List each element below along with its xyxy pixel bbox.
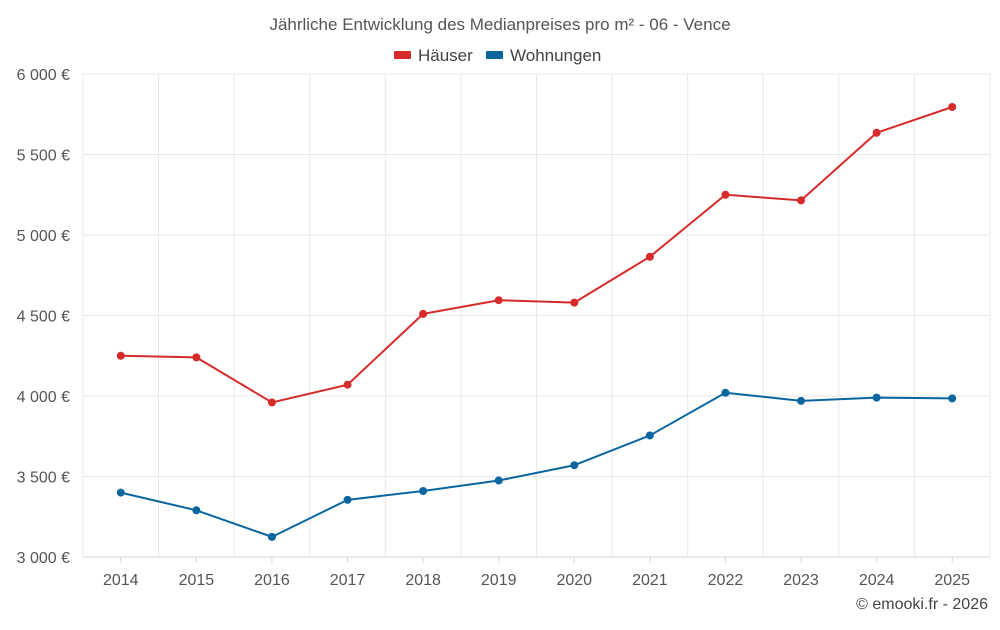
- series-layer: [116, 103, 957, 541]
- data-point-haeuser[interactable]: [721, 190, 730, 199]
- data-point-haeuser[interactable]: [343, 380, 352, 389]
- chart-title: Jährliche Entwicklung des Medianpreises …: [269, 15, 730, 34]
- data-point-wohnungen[interactable]: [343, 495, 352, 504]
- y-axis: 3 000 € 3 500 € 4 000 € 4 500 € 5 000 € 5 500…: [17, 67, 70, 567]
- y-tick-label: 6 000 €: [17, 67, 70, 84]
- y-tick-label: 3 000 €: [17, 550, 70, 567]
- data-point-wohnungen[interactable]: [419, 486, 428, 495]
- x-tick-label: 2019: [481, 572, 517, 589]
- data-point-wohnungen[interactable]: [570, 461, 579, 470]
- y-tick-label: 5 000 €: [17, 228, 70, 245]
- data-point-haeuser[interactable]: [267, 398, 276, 407]
- data-point-haeuser[interactable]: [570, 298, 579, 307]
- data-point-haeuser[interactable]: [645, 252, 654, 261]
- legend-label-wohnungen: Wohnungen: [510, 46, 601, 65]
- legend-item-wohnungen[interactable]: Wohnungen: [486, 46, 601, 65]
- x-tick-label: 2021: [632, 572, 668, 589]
- grid: [82, 73, 991, 558]
- data-point-wohnungen[interactable]: [948, 394, 957, 403]
- x-tick-label: 2014: [103, 572, 139, 589]
- x-tick-label: 2023: [783, 572, 819, 589]
- legend-swatch-wohnungen: [486, 51, 503, 59]
- data-point-haeuser[interactable]: [116, 351, 125, 360]
- data-point-haeuser[interactable]: [872, 128, 881, 137]
- data-point-haeuser[interactable]: [419, 309, 428, 318]
- data-point-haeuser[interactable]: [494, 296, 503, 305]
- data-point-wohnungen[interactable]: [494, 476, 503, 485]
- x-tick-label: 2024: [859, 572, 895, 589]
- series-line-wohnungen: [120, 391, 953, 538]
- y-tick-label: 3 500 €: [17, 470, 70, 487]
- legend-item-haeuser[interactable]: Häuser: [394, 46, 473, 65]
- legend-swatch-haeuser: [394, 51, 411, 59]
- x-tick-label: 2025: [934, 572, 970, 589]
- data-point-haeuser[interactable]: [797, 196, 806, 205]
- x-axis: 2014 2015 2016 2017 2018 2019 2020 2021 2022 2023…: [103, 557, 970, 589]
- x-tick-label: 2016: [254, 572, 290, 589]
- legend: Häuser Wohnungen: [394, 46, 601, 65]
- data-point-wohnungen[interactable]: [872, 393, 881, 402]
- x-tick-label: 2020: [556, 572, 592, 589]
- y-tick-label: 5 500 €: [17, 148, 70, 165]
- legend-label-haeuser: Häuser: [418, 46, 473, 65]
- x-tick-label: 2017: [330, 572, 366, 589]
- series-wohnungen: [116, 388, 957, 541]
- data-point-haeuser[interactable]: [192, 353, 201, 362]
- data-point-wohnungen[interactable]: [721, 388, 730, 397]
- y-tick-label: 4 000 €: [17, 389, 70, 406]
- x-tick-label: 2018: [405, 572, 441, 589]
- data-point-wohnungen[interactable]: [645, 431, 654, 440]
- credit-text: © emooki.fr - 2026: [856, 596, 988, 613]
- y-tick-label: 4 500 €: [17, 309, 70, 326]
- series-haeuser: [116, 103, 957, 407]
- x-tick-label: 2022: [708, 572, 744, 589]
- data-point-haeuser[interactable]: [948, 103, 957, 112]
- data-point-wohnungen[interactable]: [267, 532, 276, 541]
- data-point-wohnungen[interactable]: [116, 488, 125, 497]
- x-tick-label: 2015: [179, 572, 215, 589]
- data-point-wohnungen[interactable]: [192, 506, 201, 515]
- data-point-wohnungen[interactable]: [797, 396, 806, 405]
- series-line-haeuser: [120, 106, 953, 404]
